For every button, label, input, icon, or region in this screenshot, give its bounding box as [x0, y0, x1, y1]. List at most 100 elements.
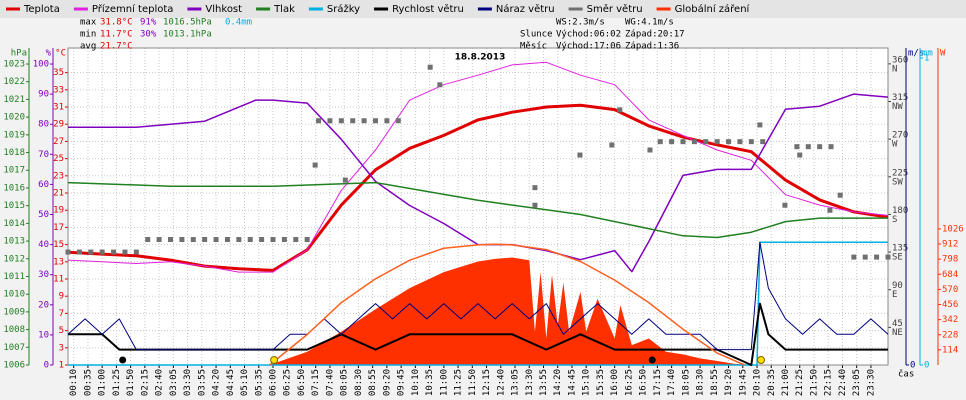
y-tick-label: 1014 [3, 219, 25, 229]
x-tick-label: 15:35 [596, 369, 606, 396]
x-tick-label: 13:55 [539, 369, 549, 396]
legend-label: Rychlost větru [392, 3, 464, 15]
point [327, 118, 333, 124]
x-tick-label: 01:50 [126, 369, 136, 396]
info-text: Slunce [520, 30, 553, 40]
line [67, 61, 889, 273]
point [122, 249, 128, 255]
y-tick-label: 17 [53, 223, 64, 233]
y-tick-label: 315 [892, 93, 908, 103]
x-tick-label: 20:35 [767, 369, 777, 396]
legend-label: Vlhkost [205, 4, 242, 15]
y-tick-label: 1018 [3, 148, 25, 158]
x-tick-label: 15:10 [582, 369, 592, 396]
point [726, 139, 732, 145]
point [657, 139, 663, 145]
y-tick-label: 1016 [3, 183, 25, 193]
y-tick-label: 100 [33, 60, 49, 70]
stat-text: 1013.1hPa [163, 30, 212, 40]
point [862, 254, 868, 260]
y-tick-label: 1022 [3, 77, 25, 87]
line [67, 241, 889, 351]
y-tick-label: 29 [53, 120, 64, 130]
x-tick-label: 16:00 [610, 369, 620, 396]
x-tick-label: 03:05 [169, 369, 179, 396]
point [851, 254, 857, 260]
point [65, 249, 71, 255]
axis-unit: m/s [908, 49, 924, 59]
x-tick-label: 21:25 [795, 369, 805, 396]
y-tick-label: 798 [942, 255, 958, 265]
x-tick-label: 18:55 [710, 369, 720, 396]
y-tick-label: 1 [924, 54, 929, 64]
point [247, 237, 253, 243]
point [437, 82, 443, 88]
legend-label: Náraz větru [496, 3, 555, 15]
y-tick-label: 114 [942, 345, 958, 355]
point [293, 237, 299, 243]
y-tick-label: 570 [942, 285, 958, 295]
point [224, 237, 230, 243]
point [99, 249, 105, 255]
stat-text: 11.7°C [100, 30, 133, 40]
compass-label: SW [892, 177, 903, 187]
point [837, 192, 843, 198]
x-tick-label: 19:45 [738, 369, 748, 396]
y-tick-label: 25 [53, 154, 64, 164]
y-tick-label: 225 [892, 168, 908, 178]
compass-label: S [892, 215, 897, 225]
x-tick-label: 02:40 [155, 369, 165, 396]
y-tick-label: 90 [892, 281, 903, 291]
x-tick-label: 00:35 [83, 369, 93, 396]
y-tick-label: 70 [38, 150, 49, 160]
y-tick-label: 30 [38, 270, 49, 280]
line [269, 243, 745, 366]
y-tick-label: 10 [38, 330, 49, 340]
info-text: WS:2.3m/s [556, 18, 605, 28]
x-tick-label: 21:50 [809, 369, 819, 396]
y-tick-label: 80 [38, 120, 49, 130]
y-tick-label: 40 [38, 240, 49, 250]
point [737, 139, 743, 145]
x-tick-label: 11:50 [468, 369, 478, 396]
point [617, 107, 623, 113]
point [179, 237, 185, 243]
compass-label: SE [892, 253, 903, 263]
y-tick-label: 342 [942, 315, 958, 325]
x-tick-label: 05:10 [240, 369, 250, 396]
y-tick-label: 1017 [3, 166, 25, 176]
point [757, 122, 763, 128]
point [609, 142, 615, 148]
point [532, 202, 538, 208]
y-tick-label: 1026 [942, 224, 964, 234]
point [782, 202, 788, 208]
point [111, 249, 117, 255]
compass-label: E [892, 290, 897, 300]
area [266, 257, 752, 365]
sun-marker [270, 356, 279, 364]
y-tick-label: 270 [892, 131, 908, 141]
x-tick-label: 09:45 [397, 369, 407, 396]
point [76, 249, 82, 255]
point [88, 249, 94, 255]
y-tick-label: 1012 [3, 254, 25, 264]
point [316, 118, 322, 124]
stat-text: 21.7°C [100, 42, 133, 52]
y-tick-label: 360 [892, 55, 908, 65]
x-tick-label: 10:35 [425, 369, 435, 396]
y-tick-label: 912 [942, 240, 958, 250]
info-text: Měsíc [520, 42, 547, 52]
x-tick-label: 13:30 [525, 369, 535, 396]
sun-marker [757, 356, 766, 364]
legend-label: Tlak [273, 4, 295, 15]
x-tick-label: 03:30 [183, 369, 193, 396]
x-tick-label: 06:00 [269, 369, 279, 396]
info-text: Západ:20:17 [625, 30, 685, 40]
x-tick-label: 06:50 [297, 369, 307, 396]
stat-text: 31.8°C [100, 18, 133, 28]
point [384, 118, 390, 124]
point [304, 237, 310, 243]
x-tick-label: 16:50 [639, 369, 649, 396]
point [281, 237, 287, 243]
compass-label: NW [892, 102, 903, 112]
